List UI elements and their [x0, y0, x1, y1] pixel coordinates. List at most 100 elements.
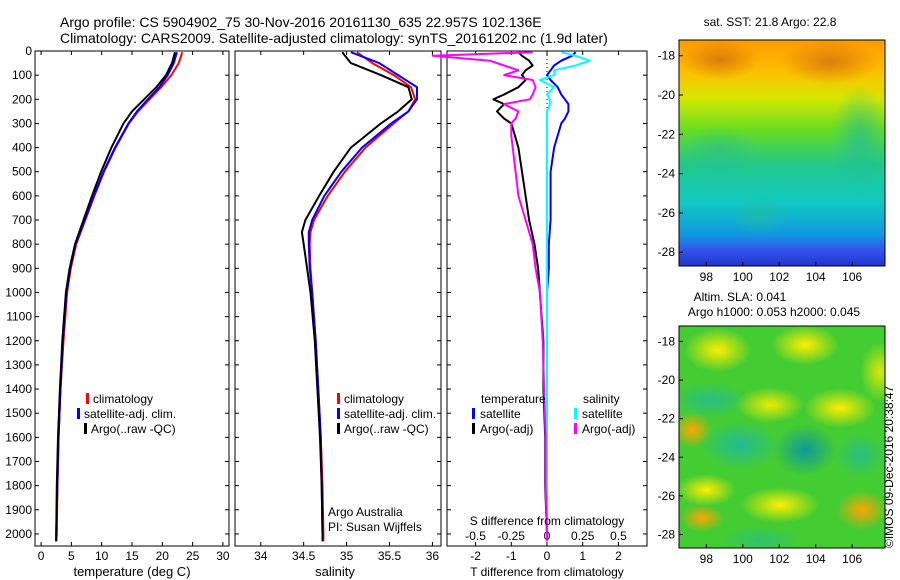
temperature-panel: 0100200300400500600700800900100011001200…	[5, 44, 230, 579]
salinity-series	[300, 51, 418, 542]
temperature-tick-label: 15	[125, 549, 139, 563]
depth-tick-label: 800	[12, 237, 32, 251]
legend-header-temperature: temperature	[481, 392, 546, 406]
temperature-tick-label: 20	[156, 549, 170, 563]
t-difference-tick-label: 2	[615, 549, 622, 563]
salinity-legend: climatology satellite-adj. clim. Argo(..…	[337, 392, 436, 436]
series-line-satellite-adj-clim	[307, 51, 418, 542]
depth-tick-label: 1700	[5, 454, 32, 468]
t-difference-tick-label: 1	[579, 549, 586, 563]
sla-map-axes: 98 100 102 104 106 -18 -20 -22 -24 -26 -28	[658, 334, 863, 566]
salinity-tick-label: 35.5	[378, 549, 402, 563]
depth-tick-label: 500	[12, 165, 32, 179]
depth-tick-label: 900	[12, 261, 32, 275]
depth-tick-label: 600	[12, 189, 32, 203]
argo-australia-label: Argo Australia	[328, 505, 403, 519]
map-y-tick-label: -18	[658, 49, 676, 63]
map-y-tick-label: -22	[658, 127, 676, 141]
t-difference-label: T difference from climatology	[470, 565, 624, 579]
depth-tick-label: 100	[12, 68, 32, 82]
t-difference-tick-label: -1	[506, 549, 517, 563]
depth-tick-label: 400	[12, 141, 32, 155]
map-x-tick-label: 98	[700, 552, 714, 566]
depth-axis: 0 100 200 300 400 500 600 700 800 900 1000 1100 1200…	[5, 44, 229, 541]
legend-label-temp-argo: Argo(-adj)	[480, 422, 533, 436]
temperature-series	[55, 51, 184, 542]
legend-swatch-satellite	[77, 408, 80, 419]
temperature-legend: climatology satellite-adj. clim. Argo(..…	[77, 392, 176, 436]
map-x-tick-label: 100	[733, 270, 753, 284]
header-line-1: Argo profile: CS 5904902_75 30-Nov-2016 …	[60, 14, 542, 30]
temperature-tick-label: 25	[186, 549, 200, 563]
map-y-tick-label: -20	[658, 88, 676, 102]
map-y-tick-label: -18	[658, 334, 676, 348]
series-line-temperature-satellite	[546, 51, 577, 542]
depth-tick-label: 1200	[5, 334, 32, 348]
series-line-climatology	[308, 51, 417, 542]
map-x-tick-label: 106	[842, 552, 862, 566]
depth-tick-label: 300	[12, 116, 32, 130]
sst-map-title: sat. SST: 21.8 Argo: 22.8	[704, 15, 837, 29]
legend-label-temp-satellite: satellite	[480, 407, 521, 421]
map-x-tick-label: 106	[842, 270, 862, 284]
s-difference-tick-label: 0.5	[610, 529, 627, 543]
depth-tick-label: 1600	[5, 430, 32, 444]
depth-tick-label: 1800	[5, 479, 32, 493]
sla-heatmap	[679, 326, 885, 548]
depth-tick-label: 2000	[5, 527, 32, 541]
depth-tick-label: 0	[25, 44, 32, 58]
map-y-tick-label: -24	[658, 167, 676, 181]
depth-tick-label: 1300	[5, 358, 32, 372]
series-line-satellite-adj-clim	[55, 51, 178, 542]
depth-tick-label: 1400	[5, 382, 32, 396]
legend-swatch-temp-argo	[472, 423, 475, 434]
difference-series	[431, 51, 591, 542]
depth-tick-label: 200	[12, 92, 32, 106]
legend-label-sal-satellite: satellite	[582, 407, 623, 421]
map-x-tick-label: 102	[769, 270, 789, 284]
sla-map-title: Altim. SLA: 0.041	[694, 290, 787, 304]
map-y-tick-label: -28	[658, 245, 676, 259]
salinity-tick-label: 34.5	[292, 549, 316, 563]
sst-map-frame	[678, 39, 886, 267]
temperature-x-axis: 0 5 10 15 20 25 30	[38, 51, 230, 563]
temperature-tick-label: 5	[68, 549, 75, 563]
legend-label-argo: Argo(..raw -QC)	[91, 422, 176, 436]
sla-map-panel: Altim. SLA: 0.041 Argo h1000: 0.053 h200…	[658, 290, 886, 566]
s-difference-tick-label: 0.25	[571, 529, 595, 543]
legend-label-climatology: climatology	[344, 392, 404, 406]
legend-swatch-climatology	[337, 393, 340, 404]
depth-tick-label: 700	[12, 213, 32, 227]
s-difference-tick-label: -0.25	[498, 529, 526, 543]
series-line-salinity-argo-adj	[431, 51, 548, 542]
map-y-tick-label: -26	[658, 489, 676, 503]
legend-header-salinity: salinity	[583, 392, 620, 406]
temperature-tick-label: 10	[95, 549, 109, 563]
map-y-tick-label: -28	[658, 527, 676, 541]
map-x-tick-label: 102	[769, 552, 789, 566]
temperature-axes-frame	[34, 50, 230, 547]
legend-swatch-argo	[337, 423, 340, 434]
legend-swatch-satellite	[337, 408, 340, 419]
map-y-tick-label: -26	[658, 206, 676, 220]
map-x-tick-label: 104	[806, 270, 826, 284]
map-x-tick-label: 100	[733, 552, 753, 566]
legend-swatch-sal-satellite	[574, 408, 577, 419]
depth-tick-label: 1900	[5, 503, 32, 517]
map-x-tick-label: 104	[806, 552, 826, 566]
legend-swatch-temp-satellite	[472, 408, 475, 419]
imos-timestamp: ©IMOS 09-Dec-2016 20:38:47	[882, 385, 896, 548]
salinity-panel: 34 34.5 35 35.5 36 salinity climatology sate…	[234, 50, 442, 579]
salinity-tick-label: 34	[254, 549, 268, 563]
legend-swatch-sal-argo	[574, 423, 577, 434]
map-y-tick-label: -24	[658, 450, 676, 464]
salinity-axes-frame	[234, 50, 442, 547]
legend-label-satellite: satellite-adj. clim.	[84, 407, 176, 421]
series-line-argo-raw-qc	[55, 51, 176, 542]
sst-map-panel: sat. SST: 21.8 Argo: 22.8 98 100 102 104 106…	[658, 15, 886, 284]
sla-map-subtitle: Argo h1000: 0.053 h2000: 0.045	[688, 305, 860, 319]
sst-heatmap	[679, 40, 885, 266]
series-line-salinity-satellite	[538, 51, 591, 542]
header-line-2: Climatology: CARS2009. Satellite-adjuste…	[60, 30, 608, 46]
